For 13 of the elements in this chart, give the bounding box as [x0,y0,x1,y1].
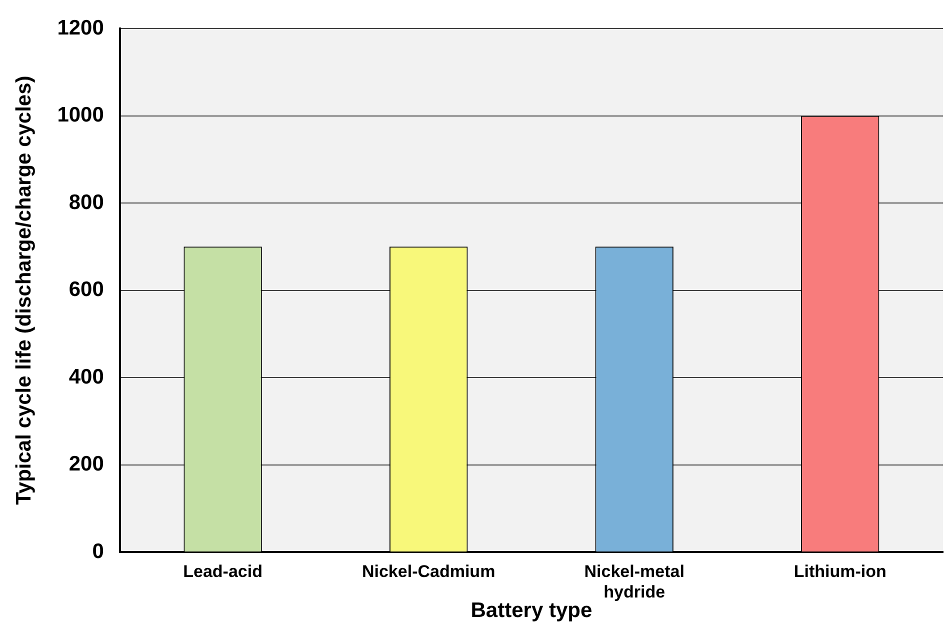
y-tick-label: 200 [68,452,104,476]
y-tick-label: 600 [68,278,104,302]
y-tick-label: 400 [68,365,104,388]
x-tick-label: Lead-acid [183,562,262,581]
x-tick-label: Lithium-ion [794,562,886,581]
y-tick-label: 1200 [57,16,104,40]
y-axis-title: Typical cycle life (discharge/charge cycles) [12,76,36,505]
y-tick-label: 1000 [57,104,104,127]
x-axis-title: Battery type [470,599,592,622]
x-tick-label: Nickel-metal hydride [584,562,684,602]
y-tick-label: 800 [68,190,104,214]
x-tick-label: Nickel-Cadmium [362,562,496,581]
y-tick-label: 0 [92,540,104,563]
